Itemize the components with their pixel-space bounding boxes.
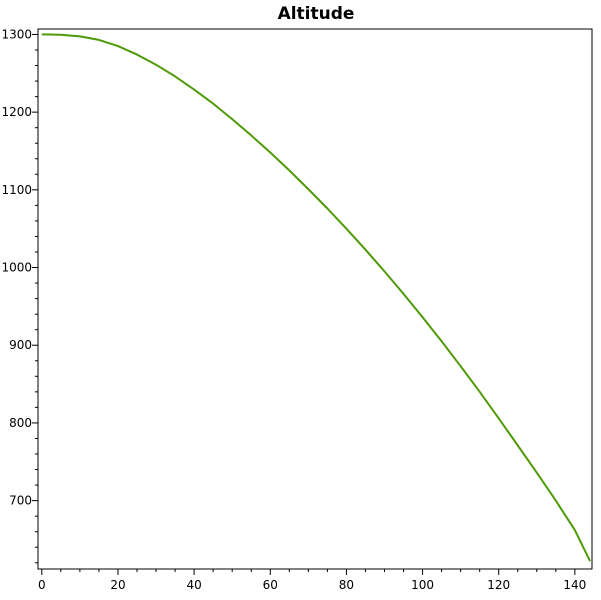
y-axis: 700 800 900 1000 1100 1200 1300 <box>1 27 38 564</box>
y-tick-label: 800 <box>9 416 32 430</box>
y-tick-label: 700 <box>9 494 32 508</box>
x-tick-label: 80 <box>339 578 354 592</box>
y-tick-label: 1100 <box>1 183 32 197</box>
y-tick-label: 1000 <box>1 261 32 275</box>
x-axis: 0 20 40 60 80 100 120 140 <box>38 569 586 592</box>
chart-title: Altitude <box>278 4 355 24</box>
plot-frame <box>37 28 593 570</box>
y-tick-label: 900 <box>9 338 32 352</box>
y-tick-label: 1300 <box>1 27 32 41</box>
x-tick-label: 20 <box>110 578 125 592</box>
y-tick-label: 1200 <box>1 105 32 119</box>
x-tick-label: 140 <box>563 578 586 592</box>
altitude-series-line <box>41 33 591 562</box>
x-tick-label: 100 <box>411 578 434 592</box>
x-tick-label: 40 <box>186 578 201 592</box>
x-tick-label: 120 <box>487 578 510 592</box>
series-group <box>41 33 591 562</box>
x-tick-label: 0 <box>38 578 46 592</box>
x-tick-label: 60 <box>263 578 278 592</box>
